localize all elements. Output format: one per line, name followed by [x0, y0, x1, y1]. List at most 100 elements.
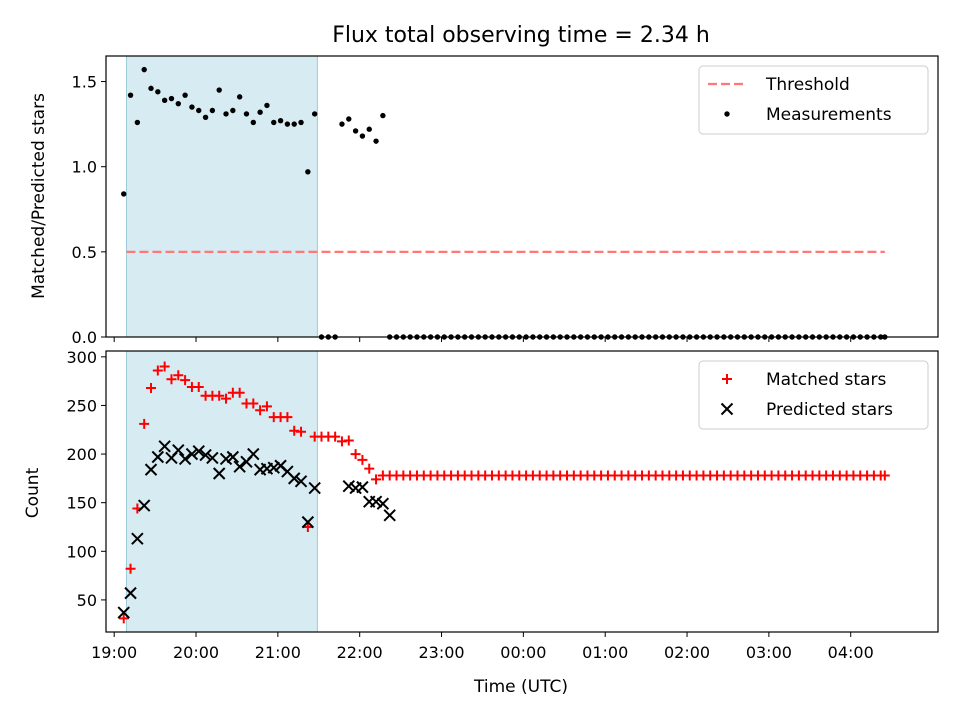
data-point: [369, 495, 383, 508]
data-point: [267, 461, 280, 474]
x-tick-label: 03:00: [746, 643, 792, 662]
data-point: [236, 94, 243, 100]
data-point: [216, 87, 222, 93]
data-point: [330, 431, 341, 442]
data-point: [248, 398, 259, 409]
legend-box: [698, 65, 929, 135]
y-tick-label: 150: [66, 494, 97, 513]
data-point: [221, 393, 232, 404]
data-point: [301, 515, 315, 529]
data-point: [250, 119, 257, 126]
y-tick-label: 1.0: [72, 158, 97, 177]
data-point: [182, 92, 188, 98]
data-point: [202, 114, 209, 121]
data-point: [257, 109, 263, 115]
data-point: [234, 387, 245, 398]
data-point: [284, 121, 291, 127]
data-point: [302, 521, 313, 532]
data-point: [311, 111, 318, 117]
data-point: [199, 448, 212, 462]
data-point: [139, 418, 150, 429]
data-point: [175, 100, 181, 107]
data-point: [298, 119, 304, 126]
data-point: [373, 138, 379, 144]
bottom-panel: 50 100 150 200 250 300 19:00 20:00 21:00 22:00 23:…: [66, 348, 939, 662]
shaded-span: [125, 55, 318, 338]
x-tick-label: 19:00: [91, 643, 137, 662]
data-point: [226, 450, 240, 464]
data-point: [277, 118, 284, 124]
data-point: [118, 613, 129, 624]
data-point: [212, 467, 226, 480]
y-tick-label: 0.0: [72, 328, 97, 347]
x-tick-label: 01:00: [582, 643, 628, 662]
data-point: [352, 128, 359, 134]
data-point: [371, 474, 382, 485]
data-point: [364, 463, 375, 474]
data-point: [214, 390, 225, 401]
top-y-axis-label: Matched/Predicted stars: [29, 93, 49, 299]
data-point: [271, 119, 277, 126]
data-point: [166, 374, 177, 385]
data-point: [134, 119, 141, 126]
data-point: [308, 481, 321, 495]
y-tick-label: 1.5: [72, 73, 97, 92]
data-point: [339, 121, 345, 127]
x-axis-label: Time (UTC): [473, 677, 568, 697]
y-tick-label: 300: [66, 348, 97, 367]
data-point: [173, 370, 184, 381]
legend-marker-measurements: [724, 111, 730, 117]
plot-area: [121, 55, 888, 340]
x-tick-label: 02:00: [664, 643, 710, 662]
data-point: [305, 169, 311, 175]
data-point: [282, 412, 293, 423]
data-point: [209, 107, 216, 114]
data-point: [192, 444, 205, 458]
top-panel: 0.0 0.5 1.0 1.5 Threshold Measurements: [72, 55, 939, 347]
data-point: [294, 475, 308, 488]
x-tick-label: 23:00: [418, 643, 464, 662]
data-point: [137, 499, 151, 512]
data-point: [172, 443, 185, 457]
data-point: [180, 375, 191, 386]
data-point: [196, 107, 202, 114]
data-point: [125, 563, 136, 574]
data-point: [124, 586, 137, 600]
data-point: [359, 133, 366, 139]
data-point: [879, 470, 890, 481]
data-point: [343, 435, 354, 446]
legend-label: Matched stars: [766, 370, 886, 390]
data-point: [346, 116, 352, 122]
series-predicted-stars: [117, 440, 396, 619]
plot-area: [117, 350, 890, 633]
data-point: [230, 107, 236, 114]
x-tick-label: 00:00: [500, 643, 546, 662]
axes-frame: [105, 350, 939, 633]
x-tick-label: 21:00: [255, 643, 301, 662]
data-point: [243, 111, 250, 117]
data-point: [376, 497, 390, 510]
axes-frame: [105, 55, 939, 338]
data-point: [356, 480, 369, 494]
y-tick-label: 0.5: [72, 243, 97, 262]
data-point: [296, 426, 307, 437]
legend-marker-matched: [722, 374, 732, 384]
y-tick-label: 50: [77, 591, 97, 610]
y-tick-label: 200: [66, 445, 97, 464]
data-point: [151, 450, 165, 464]
data-point: [383, 509, 396, 522]
data-point: [146, 382, 157, 393]
legend-box: [698, 360, 929, 430]
x-tick-label: 22:00: [337, 643, 383, 662]
data-point: [366, 126, 372, 132]
data-point: [219, 452, 233, 466]
legend-label: Predicted stars: [766, 400, 893, 420]
data-point: [189, 104, 195, 110]
data-point: [131, 532, 144, 545]
data-point: [233, 460, 246, 473]
data-point: [158, 440, 171, 453]
legend: Matched stars Predicted stars: [698, 360, 929, 430]
data-point: [117, 606, 130, 619]
